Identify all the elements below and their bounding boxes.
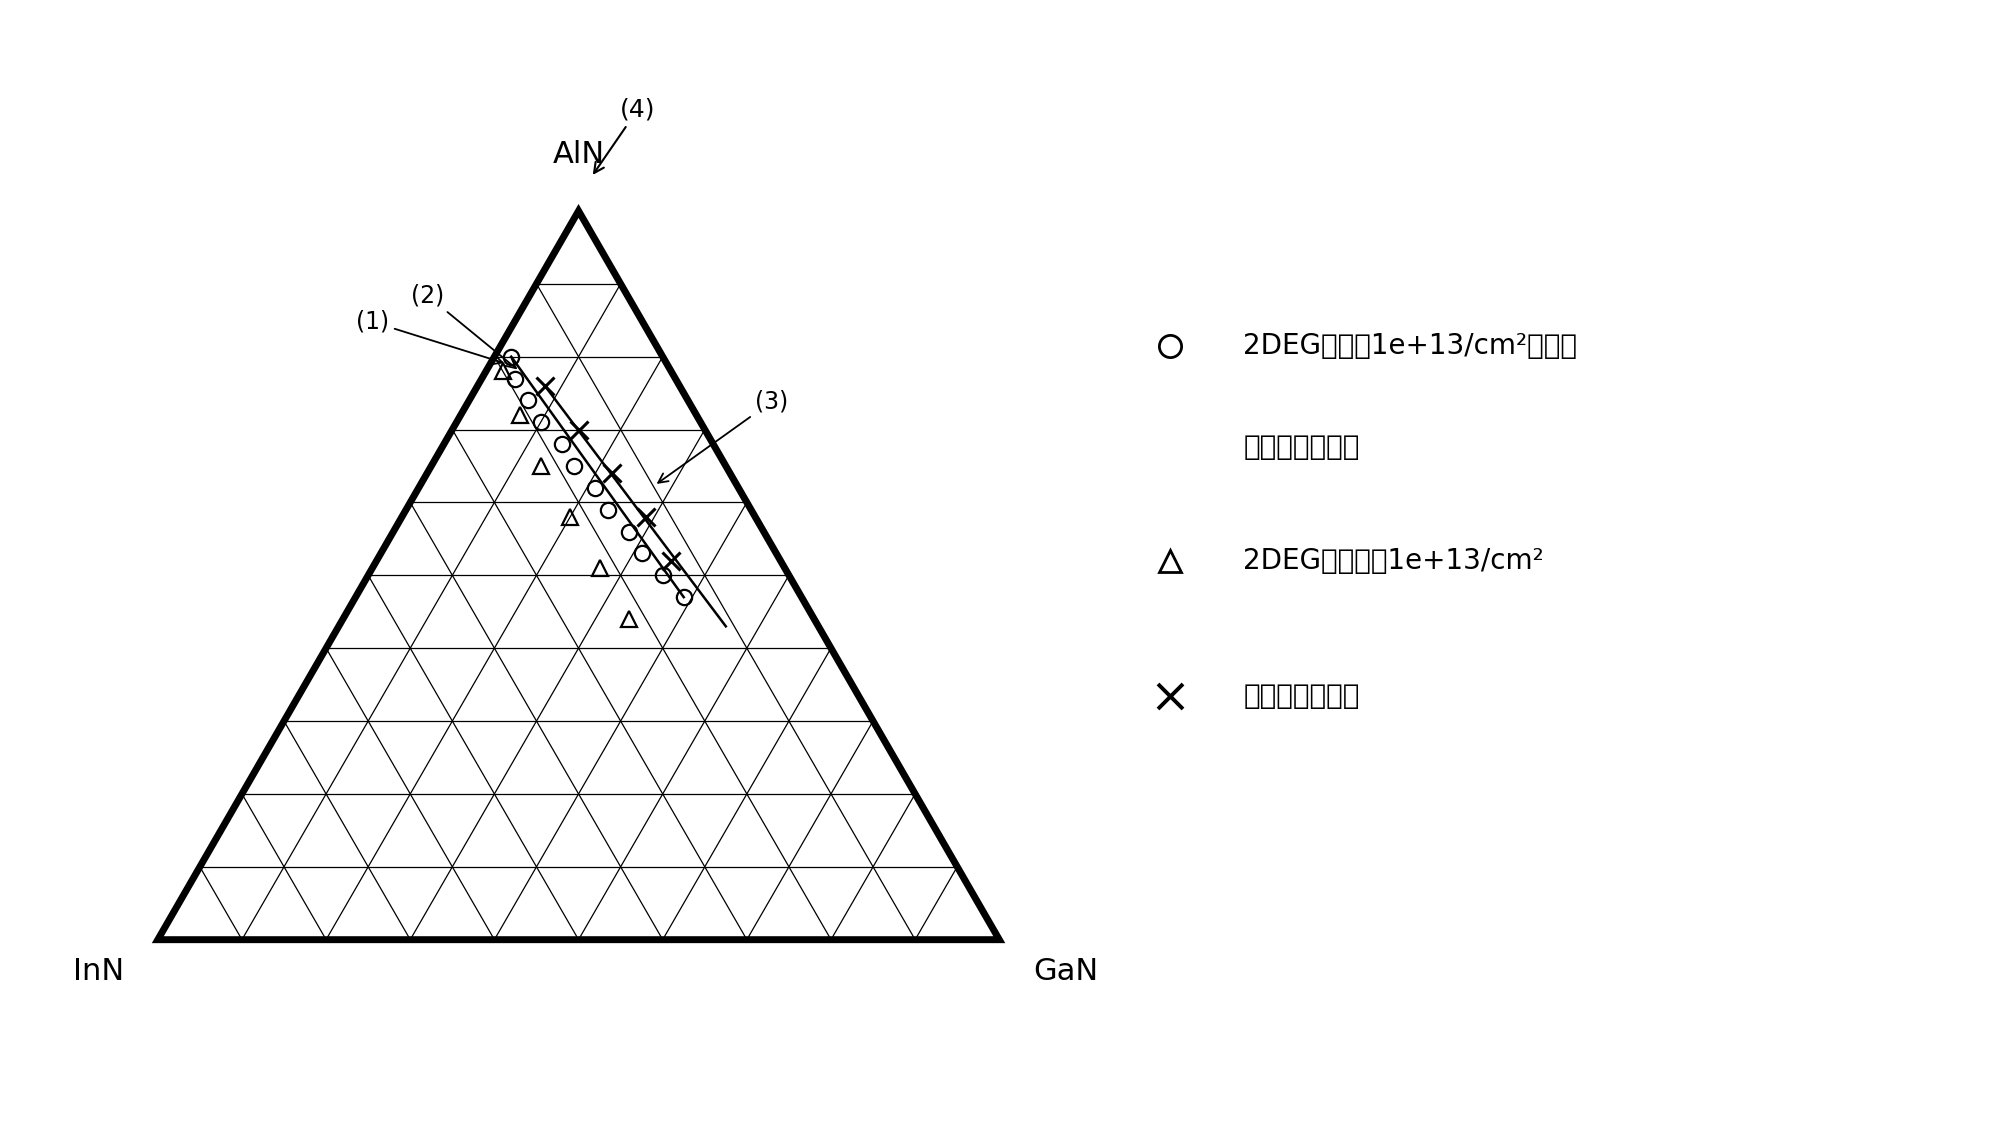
Polygon shape	[158, 211, 999, 940]
Text: InN: InN	[74, 956, 124, 985]
Text: 2DEG浓度不足1e+13/cm²: 2DEG浓度不足1e+13/cm²	[1243, 548, 1544, 574]
Text: 2DEG浓度在1e+13/cm²以上时: 2DEG浓度在1e+13/cm²以上时	[1243, 332, 1578, 359]
Text: (4): (4)	[595, 98, 654, 173]
Text: (2): (2)	[411, 284, 517, 368]
Text: 阈値电压为正値: 阈値电压为正値	[1243, 433, 1361, 460]
Text: GaN: GaN	[1033, 956, 1097, 985]
Text: AlN: AlN	[553, 140, 604, 168]
Text: 阈値电压为负値: 阈値电压为负値	[1243, 682, 1361, 709]
Text: (3): (3)	[658, 389, 788, 482]
Text: (1): (1)	[355, 310, 503, 365]
